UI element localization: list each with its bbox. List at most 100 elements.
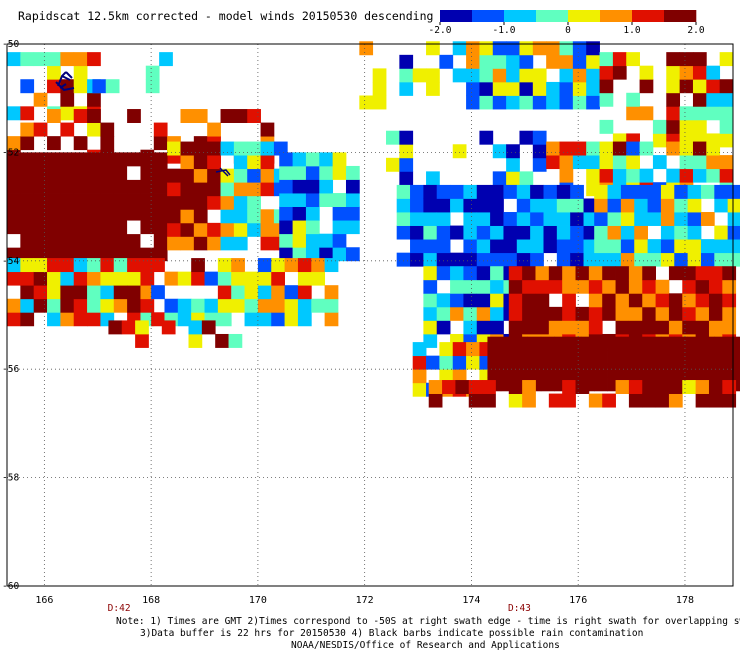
- wind-cell: [508, 320, 523, 335]
- wind-cell: [634, 225, 648, 240]
- wind-cell: [228, 333, 243, 348]
- wind-cell: [73, 271, 88, 286]
- wind-cell: [620, 198, 635, 213]
- wind-cell: [490, 279, 504, 294]
- colorbar-tick-label: -2.0: [429, 25, 452, 36]
- wind-cell: [692, 79, 707, 94]
- wind-cell: [153, 179, 168, 194]
- wind-cell: [620, 252, 635, 267]
- wind-cell: [113, 247, 128, 262]
- wind-cell: [33, 193, 48, 207]
- wind-cell: [487, 363, 502, 378]
- wind-cell: [607, 252, 622, 267]
- wind-cell: [279, 220, 293, 235]
- wind-cell: [311, 258, 326, 273]
- wind-cell: [47, 258, 61, 273]
- wind-cell: [7, 233, 21, 248]
- wind-cell: [121, 320, 136, 335]
- wind-cell: [708, 279, 723, 294]
- wind-cell: [700, 212, 715, 226]
- wind-cell: [628, 320, 643, 335]
- wind-cell: [463, 279, 478, 294]
- wind-cell: [135, 333, 149, 348]
- wind-cell: [193, 222, 208, 237]
- wind-cell: [423, 212, 438, 226]
- wind-cell: [60, 122, 75, 137]
- wind-cell: [412, 355, 427, 370]
- wind-cell: [292, 152, 307, 167]
- wind-cell: [180, 195, 195, 210]
- wind-cell: [586, 54, 600, 69]
- wind-cell: [396, 225, 411, 240]
- wind-cell: [60, 220, 75, 235]
- wind-cell: [506, 41, 520, 56]
- wind-cell: [60, 152, 75, 167]
- wind-cell: [708, 320, 723, 335]
- wind-cell: [345, 193, 360, 207]
- wind-cell: [476, 279, 491, 294]
- wind-cell: [233, 141, 248, 156]
- wind-cell: [532, 41, 547, 56]
- wind-cell: [628, 380, 643, 394]
- wind-cell: [47, 165, 61, 180]
- wind-cell: [180, 168, 195, 183]
- wind-cell: [207, 222, 221, 237]
- wind-cell: [20, 193, 35, 207]
- colorbar-block: [536, 10, 545, 22]
- wind-cell: [615, 266, 630, 281]
- wind-cell: [7, 106, 21, 121]
- wind-cell: [140, 206, 155, 221]
- wind-cell: [626, 52, 640, 67]
- wind-cell: [668, 320, 683, 335]
- wind-cell: [292, 179, 307, 194]
- wind-cell: [615, 380, 630, 394]
- wind-cell: [719, 119, 734, 134]
- wind-cell: [177, 298, 192, 313]
- wind-cell: [679, 119, 694, 134]
- wind-cell: [87, 122, 101, 137]
- wind-cell: [628, 266, 643, 281]
- wind-cell: [359, 95, 374, 110]
- wind-cell: [436, 293, 451, 308]
- wind-cell: [412, 68, 427, 83]
- wind-cell: [588, 266, 603, 281]
- wind-cell: [674, 225, 689, 240]
- wind-cell: [412, 342, 427, 357]
- wind-cell: [60, 106, 75, 121]
- wind-cell: [87, 298, 101, 313]
- wind-cell: [682, 380, 697, 394]
- wind-cell: [260, 168, 275, 183]
- wind-cell: [620, 225, 635, 240]
- wind-cell: [279, 193, 293, 207]
- wind-cell: [292, 206, 307, 221]
- wind-cell: [73, 79, 88, 94]
- wind-cell: [666, 65, 681, 80]
- wind-cell: [279, 233, 293, 248]
- wind-cell: [615, 293, 630, 308]
- wind-cell: [127, 285, 141, 300]
- wind-cell: [108, 320, 123, 335]
- wind-cell: [727, 184, 740, 199]
- wind-cell: [193, 109, 208, 123]
- wind-cell: [602, 306, 616, 321]
- wind-cell: [594, 363, 608, 378]
- wind-cell: [73, 52, 88, 67]
- wind-cell: [412, 382, 427, 397]
- wind-cell: [700, 336, 715, 351]
- wind-cell: [450, 252, 464, 267]
- colorbar-block: [648, 10, 657, 22]
- wind-cell: [439, 355, 454, 370]
- wind-cell: [217, 271, 232, 286]
- colorbar-block: [688, 10, 697, 22]
- colorbar-tick-label: 1.0: [623, 25, 640, 36]
- wind-cell: [428, 393, 443, 408]
- wind-cell: [508, 266, 523, 281]
- wind-cell: [594, 252, 608, 267]
- wind-cell: [279, 152, 293, 167]
- wind-cell: [428, 380, 443, 394]
- wind-cell: [660, 363, 675, 378]
- wind-cell: [466, 342, 480, 357]
- wind-cell: [436, 252, 451, 267]
- wind-cell: [47, 109, 61, 123]
- wind-cell: [479, 130, 494, 145]
